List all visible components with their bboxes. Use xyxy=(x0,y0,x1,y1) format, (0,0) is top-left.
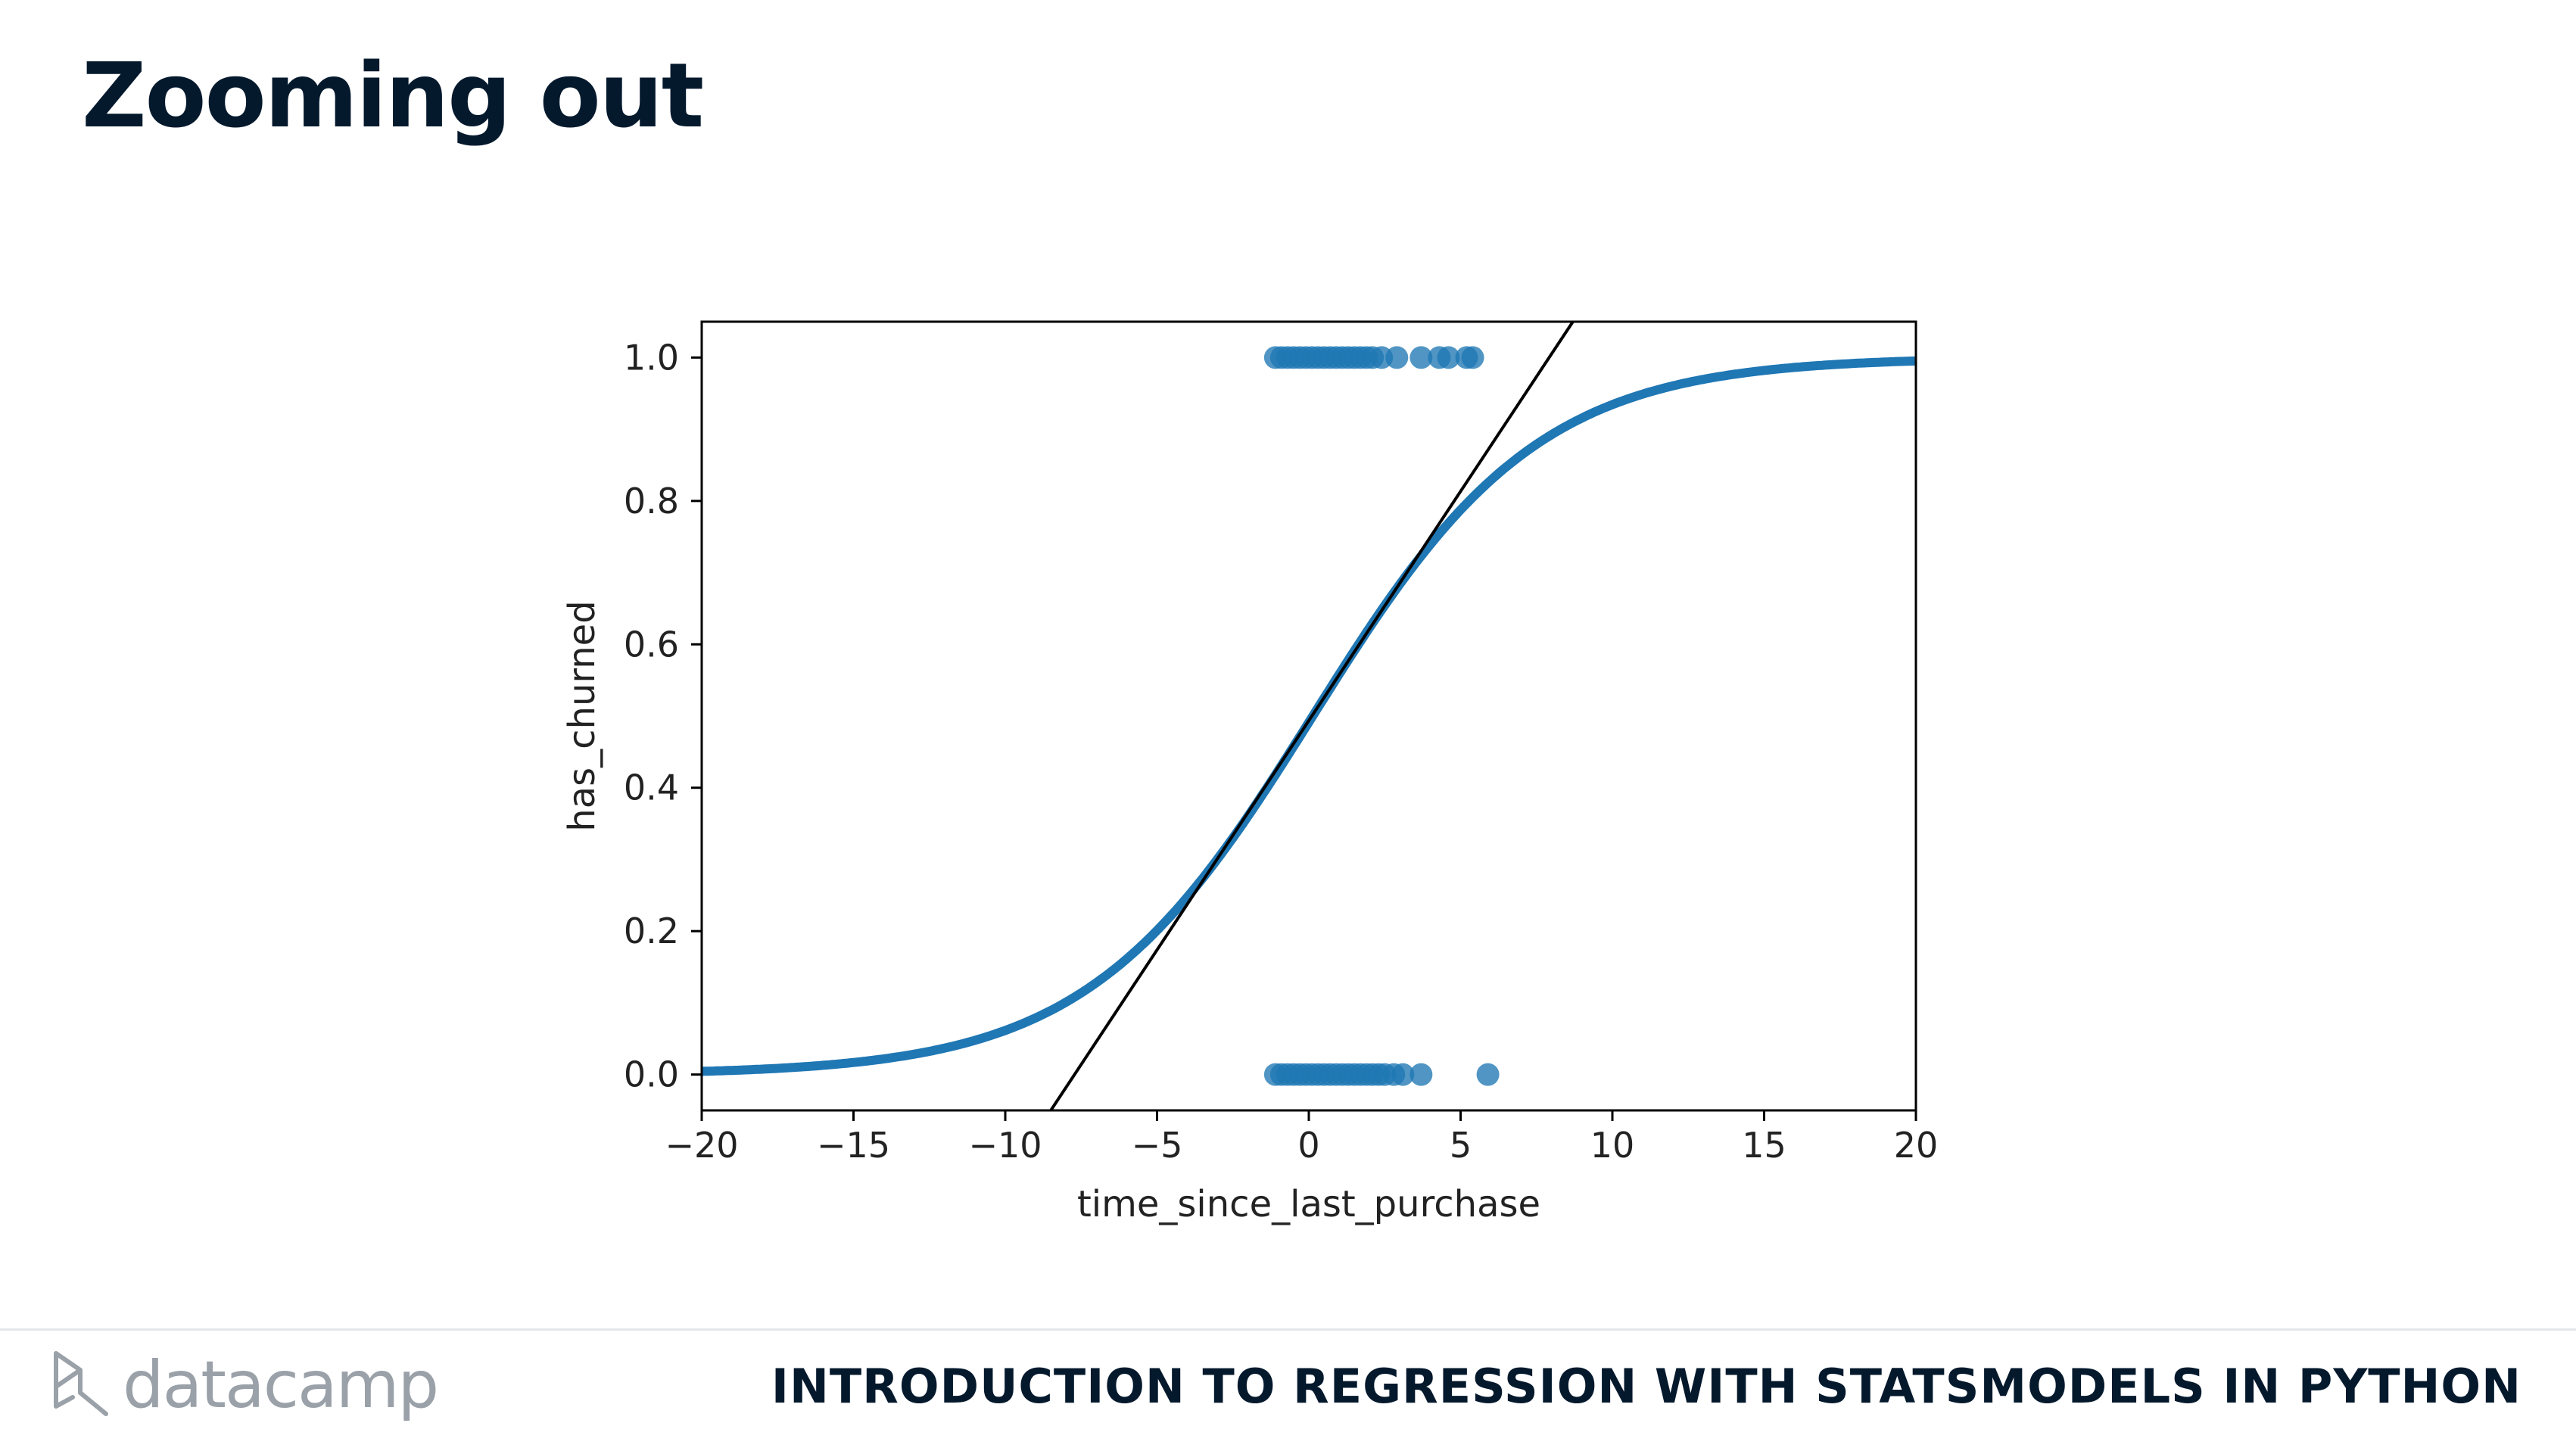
brand-name: datacamp xyxy=(123,1347,439,1423)
x-tick-label: −15 xyxy=(817,1125,890,1166)
data-point xyxy=(1409,1063,1433,1086)
course-title: INTRODUCTION TO REGRESSION WITH STATSMOD… xyxy=(771,1359,2521,1414)
y-axis: 0.0 0.2 0.4 0.6 0.8 1.0 xyxy=(624,337,702,1095)
data-point xyxy=(1409,346,1433,369)
data-point xyxy=(1476,1063,1500,1086)
x-tick-label: 0 xyxy=(1297,1125,1319,1166)
data-point xyxy=(1437,346,1460,369)
data-point xyxy=(1391,1063,1415,1086)
plot-area xyxy=(702,322,1916,1110)
x-tick-label: 5 xyxy=(1450,1125,1472,1166)
x-tick-label: −10 xyxy=(968,1125,1042,1166)
y-tick-label: 1.0 xyxy=(624,337,679,378)
x-axis-label: time_since_last_purchase xyxy=(1077,1183,1540,1225)
data-point xyxy=(1385,346,1409,369)
x-tick-label: 15 xyxy=(1742,1125,1786,1166)
logistic-curve xyxy=(702,356,1916,1076)
y-tick-label: 0.6 xyxy=(624,624,679,665)
y-tick-label: 0.0 xyxy=(624,1054,679,1095)
x-axis: −20 −15 −10 −5 0 5 10 15 20 xyxy=(665,1110,1938,1166)
y-tick-label: 0.8 xyxy=(624,481,679,522)
x-tick-label: 20 xyxy=(1894,1125,1939,1166)
datacamp-logo: datacamp xyxy=(50,1344,439,1427)
datacamp-icon xyxy=(54,1351,108,1416)
slide-title: Zooming out xyxy=(82,43,704,148)
y-tick-label: 0.4 xyxy=(624,768,679,808)
x-tick-label: 10 xyxy=(1590,1125,1635,1166)
data-point xyxy=(1461,346,1484,369)
footer-divider xyxy=(0,1328,2576,1331)
x-tick-label: −5 xyxy=(1132,1125,1183,1166)
y-tick-label: 0.2 xyxy=(624,911,679,951)
linear-approximation-line xyxy=(1049,322,1575,1110)
y-axis-label: has_churned xyxy=(561,600,603,831)
x-tick-label: −20 xyxy=(665,1125,738,1166)
